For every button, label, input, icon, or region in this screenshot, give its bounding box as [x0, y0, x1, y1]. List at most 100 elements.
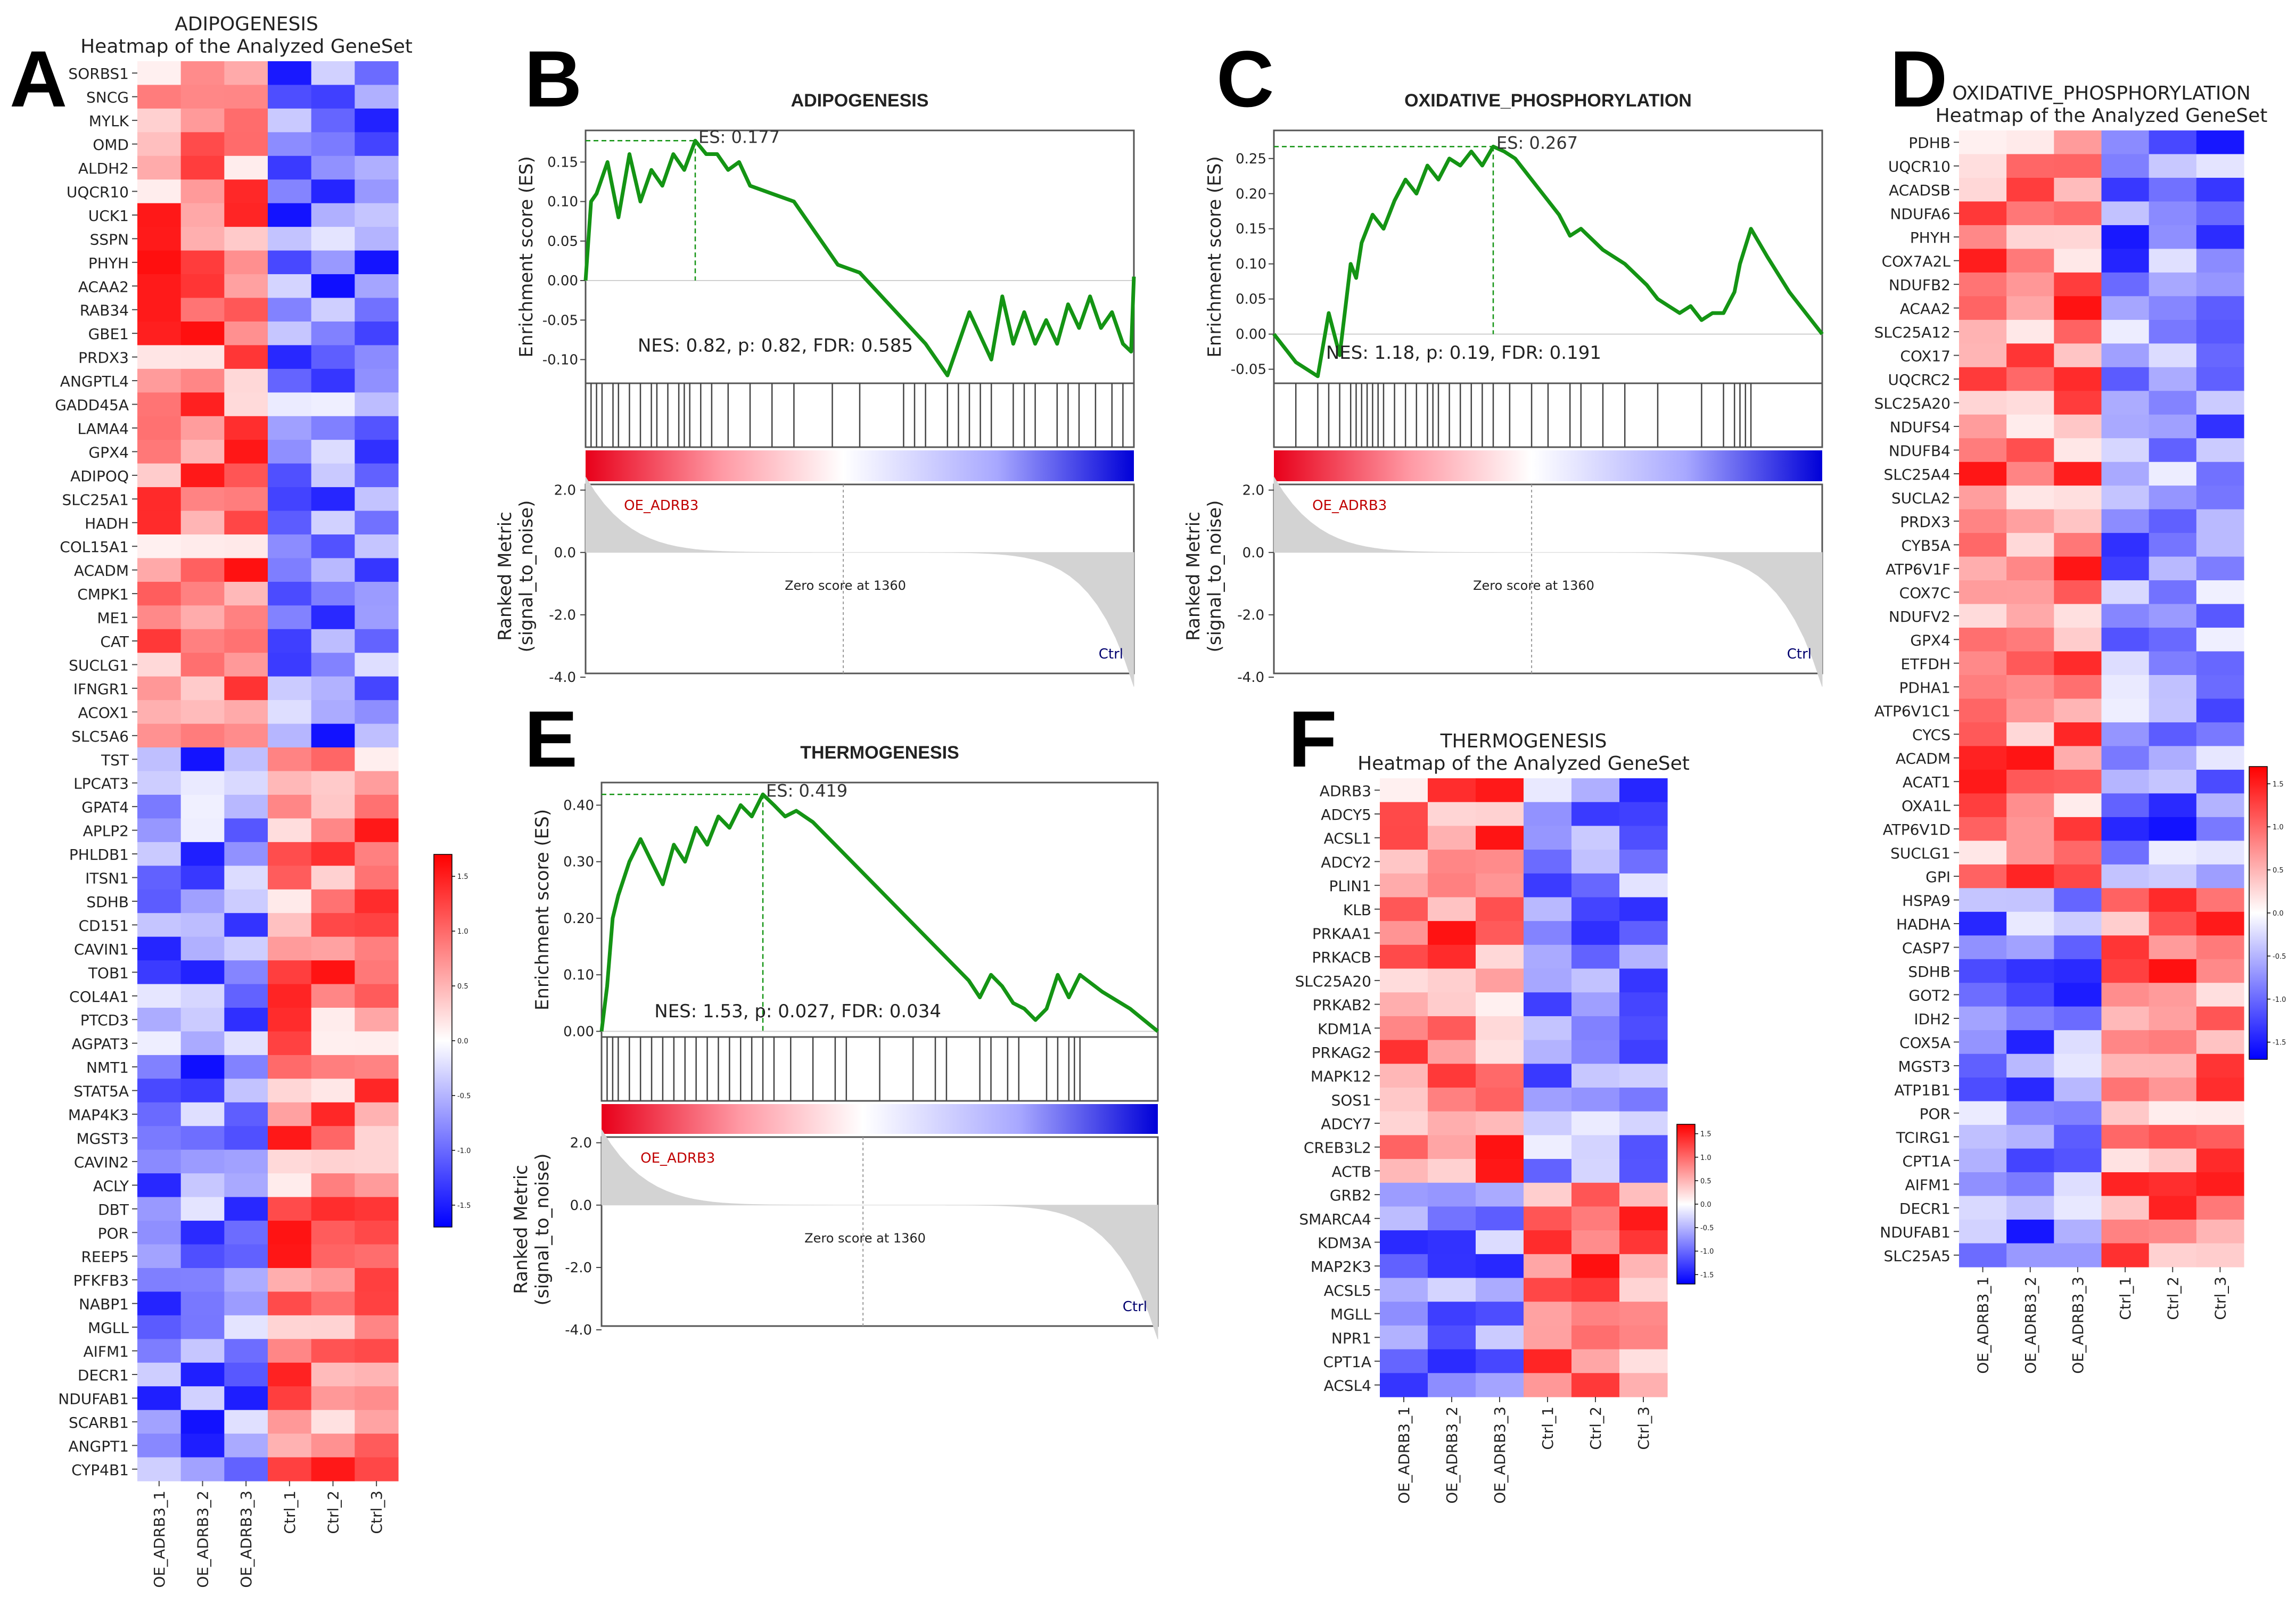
heatmap-cell: [224, 392, 268, 417]
heatmap-cell: [1524, 1230, 1572, 1255]
heatmap-cell: [2101, 651, 2150, 676]
es-max-label: ES: 0.177: [698, 127, 780, 147]
heatmap-cell: [355, 1079, 399, 1103]
heatmap-cell: [1524, 992, 1572, 1017]
heatmap-cell: [1619, 1088, 1668, 1112]
row-label: IFNGR1: [73, 680, 129, 698]
heatmap-cell: [311, 1149, 355, 1174]
heatmap-cell: [2101, 817, 2150, 841]
row-label: AIFM1: [84, 1343, 129, 1361]
heatmap-cell: [137, 1173, 182, 1198]
row-label: GPX4: [1910, 631, 1951, 649]
heatmap-cell: [2196, 1220, 2244, 1244]
heatmap-cell: [137, 1197, 182, 1221]
heatmap-cell: [2101, 319, 2150, 344]
es-curve: [583, 138, 1136, 377]
heatmap-cell: [2006, 1030, 2054, 1055]
heatmap-cell: [1380, 1230, 1428, 1255]
heatmap-cell: [137, 487, 182, 512]
heatmap-cell: [137, 1055, 182, 1079]
heatmap-cell: [1476, 1064, 1524, 1088]
heatmap-cell: [2101, 888, 2150, 912]
row-label: PDHB: [1908, 134, 1951, 152]
rank-ytick-label: 2.0: [570, 1135, 592, 1151]
row-label: PHYH: [1910, 229, 1951, 246]
row-label: SLC25A5: [1883, 1247, 1951, 1265]
heatmap-cell: [2149, 959, 2197, 983]
heatmap-cell: [2101, 983, 2150, 1007]
colorbar-tick-label: 1.0: [2273, 824, 2284, 832]
heatmap-cell: [1476, 850, 1524, 874]
heatmap-cell: [137, 771, 182, 795]
heatmap-cell: [224, 108, 268, 133]
col-label: OE_ADRB3_1: [151, 1491, 168, 1588]
heatmap-title: ADIPOGENESIS: [175, 13, 318, 35]
row-label: MGST3: [1898, 1058, 1951, 1075]
heatmap-cell: [224, 1008, 268, 1032]
heatmap-cell: [180, 1434, 225, 1458]
colorbar-tick-label: -0.5: [2273, 953, 2286, 961]
heatmap-cell: [1619, 826, 1668, 850]
heatmap-cell: [1524, 1159, 1572, 1183]
heatmap-cell: [355, 1362, 399, 1387]
heatmap-cell: [2196, 201, 2244, 226]
heatmap-cell: [311, 1197, 355, 1221]
heatmap-cell: [311, 227, 355, 251]
heatmap-cell: [1619, 1349, 1668, 1373]
es-curve: [1272, 144, 1824, 378]
heatmap-cell: [1524, 1088, 1572, 1112]
heatmap-cell: [180, 984, 225, 1008]
heatmap-cell: [311, 747, 355, 772]
heatmap-cell: [2101, 698, 2150, 723]
heatmap-cell: [1380, 1325, 1428, 1350]
heatmap-cell: [180, 1386, 225, 1411]
heatmap-cell: [311, 1173, 355, 1198]
heatmap-cell: [1524, 897, 1572, 921]
heatmap-cell: [311, 250, 355, 275]
row-label: UQCRC2: [1888, 371, 1951, 389]
heatmap-cell: [2196, 509, 2244, 533]
colorbar: [2249, 766, 2268, 1060]
heatmap-cell: [1380, 1254, 1428, 1279]
heatmap-cell: [224, 1221, 268, 1245]
heatmap-cell: [180, 1244, 225, 1269]
heatmap-cell: [268, 392, 312, 417]
row-label: CASP7: [1902, 940, 1951, 957]
row-label: GPI: [1925, 868, 1951, 886]
es-frame: [600, 781, 1159, 1038]
heatmap-cell: [224, 368, 268, 393]
heatmap-cell: [2054, 272, 2102, 297]
heatmap-cell: [1524, 1040, 1572, 1064]
heatmap-cell: [180, 1410, 225, 1434]
heatmap-cell: [1959, 793, 2007, 818]
heatmap-cell: [1959, 722, 2007, 747]
heatmap-cell: [224, 842, 268, 866]
col-label: OE_ADRB3_1: [1974, 1277, 1992, 1374]
heatmap-cell: [1428, 1325, 1476, 1350]
gsea-b: ADIPOGENESIS 0.15 0.10 0.05 0.00 -0.05 -0.10 En…: [495, 90, 1136, 687]
heatmap-cell: [1476, 1135, 1524, 1159]
heatmap-cell: [1428, 1111, 1476, 1135]
heatmap-cell: [311, 85, 355, 109]
heatmap-cell: [2006, 367, 2054, 391]
heatmap-cell: [180, 298, 225, 322]
heatmap-cell: [2006, 509, 2054, 533]
heatmap-cell: [268, 794, 312, 819]
row-label: SLC5A6: [71, 728, 129, 745]
rank-ytick-label: 0.0: [570, 1198, 592, 1214]
heatmap-cell: [1476, 968, 1524, 993]
heatmap-cell: [1428, 1206, 1476, 1231]
heatmap-cell: [2196, 864, 2244, 888]
row-label: CPT1A: [1902, 1153, 1951, 1170]
heatmap-cell: [1571, 1016, 1620, 1041]
row-label: DECR1: [78, 1367, 129, 1384]
row-label: PHYH: [88, 254, 129, 272]
heatmap-cell: [1428, 1302, 1476, 1326]
row-label: ITSN1: [85, 870, 129, 887]
heatmap-cell: [2006, 414, 2054, 439]
heatmap-cell: [355, 132, 399, 157]
heatmap-cell: [1380, 778, 1428, 803]
heatmap-cell: [224, 1315, 268, 1339]
heatmap-cell: [2101, 296, 2150, 320]
